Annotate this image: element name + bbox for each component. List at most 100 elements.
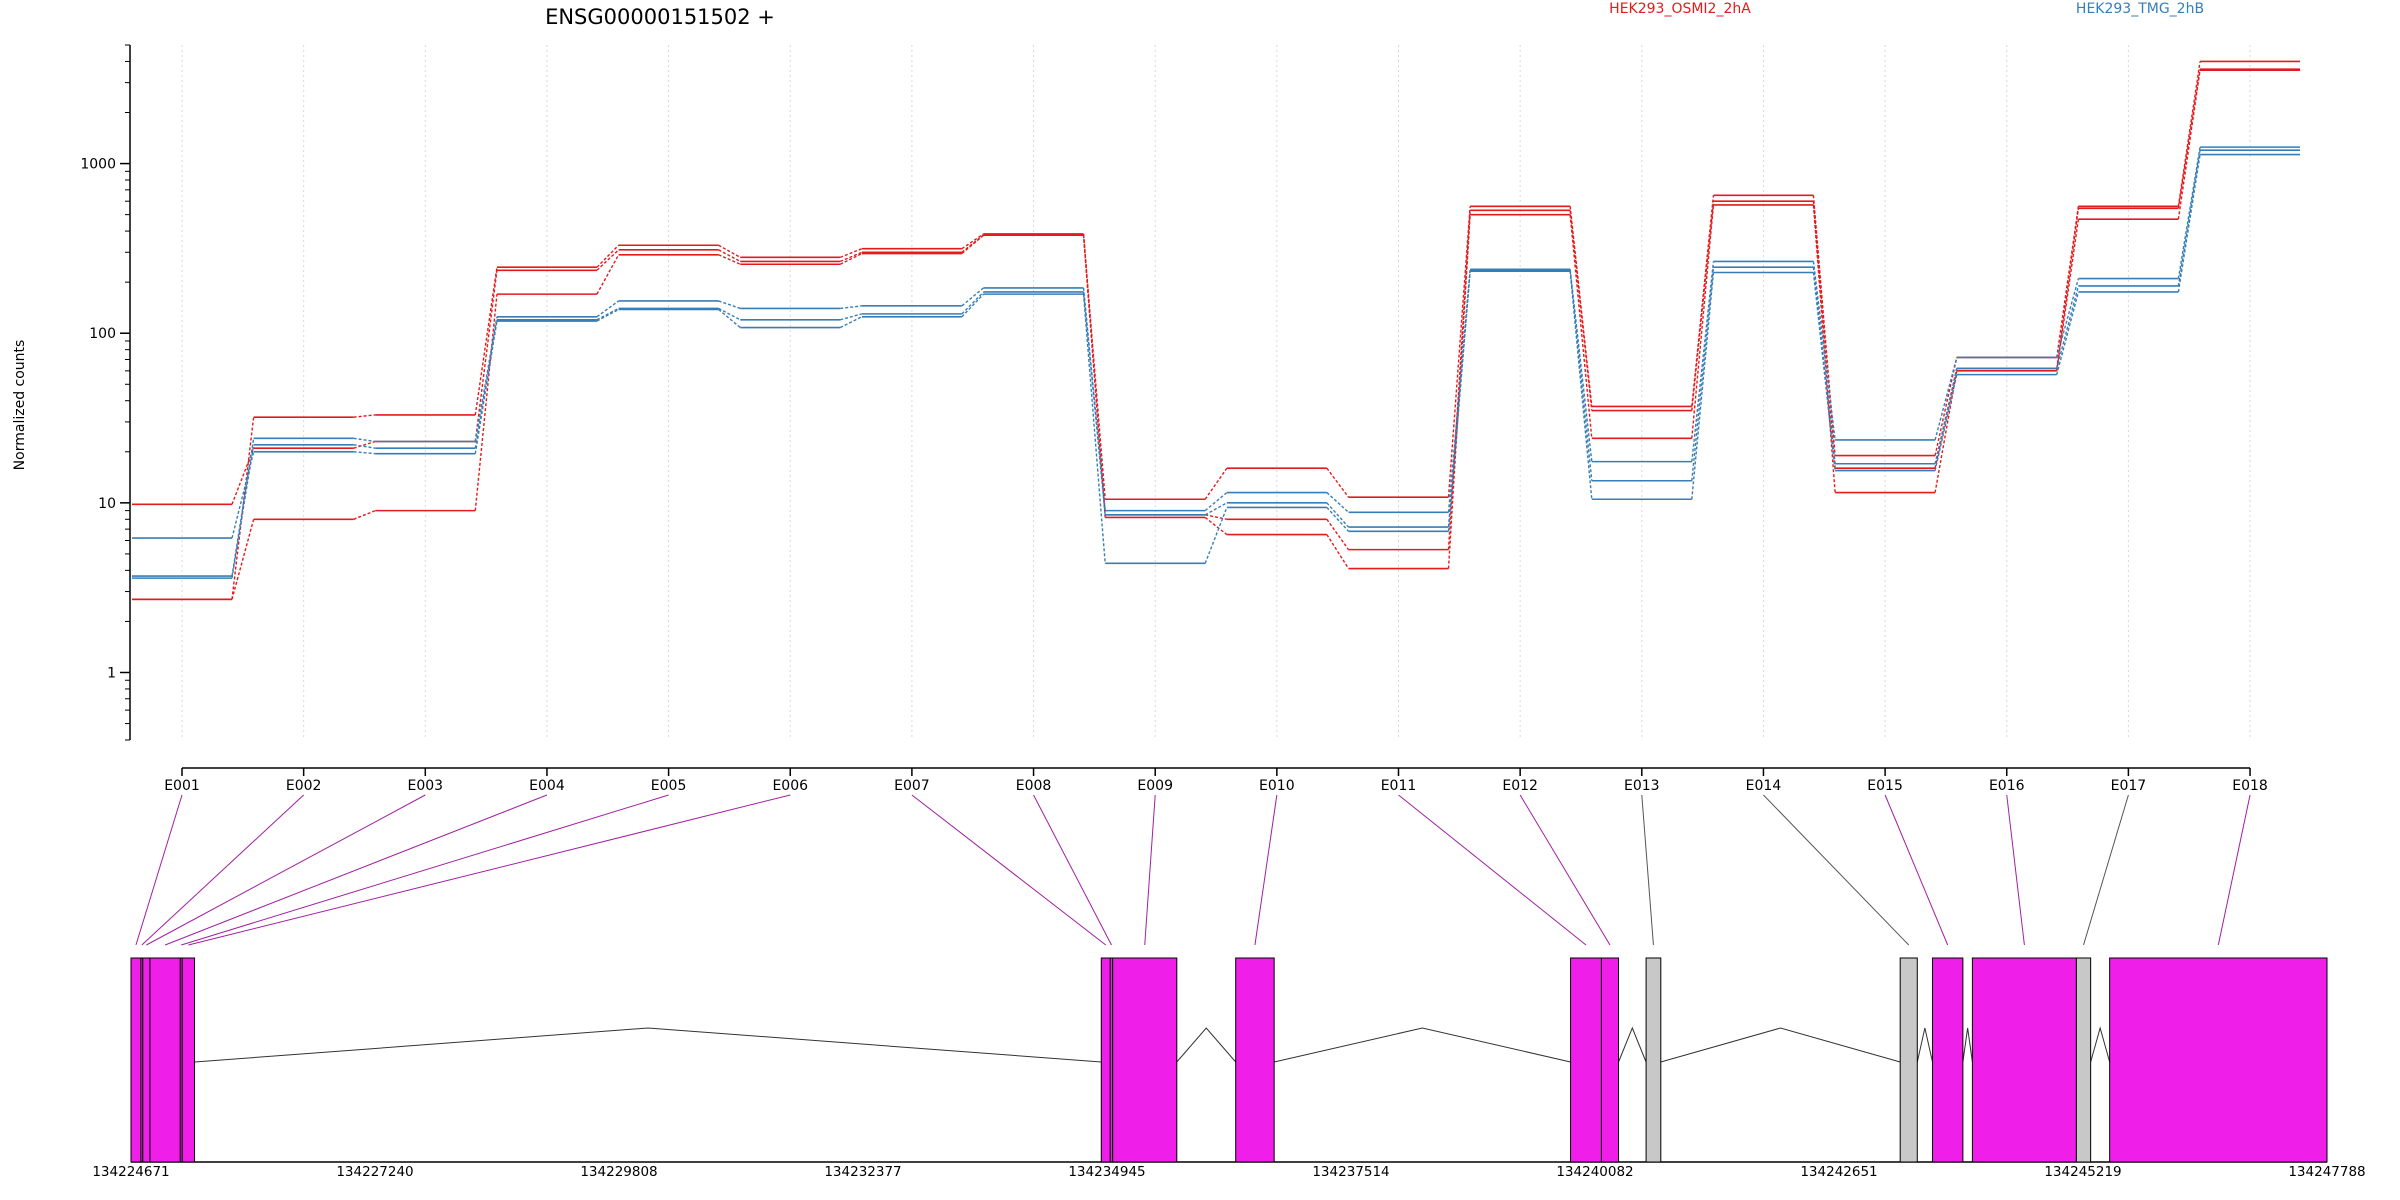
x-tick-label: E004 [529, 778, 565, 794]
exon-connector [911, 794, 1107, 946]
connector-segment [961, 291, 985, 315]
connector-segment [231, 451, 255, 539]
exon-box [181, 957, 196, 1163]
series-1 [132, 68, 2301, 551]
connector-segment [1326, 534, 1350, 569]
connector-segment [718, 307, 741, 321]
connector-segment [839, 252, 863, 265]
connector-segment [596, 307, 619, 321]
x-tick-label: E014 [1746, 778, 1782, 794]
connector-segment [1204, 507, 1228, 564]
connector-segment [353, 451, 376, 455]
x-tick-label: E008 [1016, 778, 1052, 794]
x-tick-label: E009 [1137, 778, 1173, 794]
exon-connector [2006, 794, 2025, 946]
exon-box [142, 957, 151, 1163]
grid-layer [181, 45, 2251, 740]
connector-segment [1204, 467, 1228, 500]
connector-segment [2056, 278, 2080, 358]
exon-box [1899, 957, 1918, 1163]
series-0 [132, 60, 2301, 601]
exon-box [149, 957, 181, 1163]
exon-connector [1144, 794, 1156, 946]
connector-segment [1326, 492, 1349, 513]
connector-segment [1569, 270, 1593, 481]
connector-segment [1447, 271, 1471, 532]
exon-box [1112, 957, 1178, 1163]
y-tick-label: 10 [98, 496, 116, 512]
intron-line [2090, 1026, 2111, 1063]
connector-segment [961, 293, 985, 318]
exon-connector [164, 794, 548, 946]
connector-segment [1934, 368, 1958, 464]
connector-segment [1812, 272, 1836, 471]
connector-segment [1082, 235, 1106, 518]
connector-segment [1326, 502, 1350, 528]
exon-connector [1763, 794, 1910, 946]
exon-box [130, 957, 142, 1163]
x-tick-label: E016 [1989, 778, 2025, 794]
connector-segment [2177, 61, 2201, 207]
exon-box [1235, 957, 1275, 1163]
coordinate-tick-label: 134234945 [1068, 1164, 1145, 1180]
exon-connector [2217, 794, 2251, 946]
connector-segment [1204, 516, 1228, 536]
connector-segment [1205, 514, 1227, 520]
connector-segment [596, 308, 619, 322]
exon-box [1600, 957, 1620, 1163]
connector-segment [474, 316, 498, 442]
connector-segment [1934, 374, 1958, 471]
series-4 [132, 149, 2301, 579]
exon-connector [2083, 794, 2129, 946]
connector-segment [353, 440, 376, 449]
connector-segment [1326, 518, 1350, 551]
connector-segment [474, 267, 498, 415]
intron-line [1618, 1026, 1647, 1063]
connector-segment [353, 437, 376, 443]
x-tick-label: E002 [286, 778, 322, 794]
series-2 [132, 69, 2301, 601]
y-tick-label: 1000 [80, 157, 116, 173]
x-tick-label: E012 [1502, 778, 1538, 794]
x-tick-label: E018 [2232, 778, 2268, 794]
y-tick-label: 100 [89, 326, 116, 342]
connector-segment [1691, 261, 1715, 462]
connector-segment [2056, 285, 2080, 369]
exon-connector [1033, 794, 1112, 946]
x-tick-label: E007 [894, 778, 930, 794]
connector-segment [353, 444, 376, 449]
exon-connector [1884, 794, 1949, 946]
exon-box [1971, 957, 2077, 1163]
coordinate-tick-label: 134245219 [2044, 1164, 2121, 1180]
connector-segment [2056, 291, 2080, 375]
exon-box [1570, 957, 1602, 1163]
connector-segment [2177, 154, 2201, 293]
connector-segment [2177, 69, 2201, 209]
connector-segment [1691, 201, 1715, 411]
connector-segment [839, 251, 863, 263]
x-tick-label: E010 [1259, 778, 1295, 794]
exon-connector [135, 794, 183, 946]
connector-segment [474, 320, 498, 454]
connector-segment [596, 254, 620, 295]
exon-connector [188, 794, 791, 946]
exon-connector [1254, 794, 1278, 946]
x-tick-label: E003 [408, 778, 444, 794]
connector-segment [1934, 370, 1958, 493]
connector-segment [1569, 271, 1593, 500]
exon-box [1645, 957, 1662, 1163]
connector-segment [231, 447, 255, 505]
x-tick-label: E015 [1867, 778, 1903, 794]
connector-segment [1812, 267, 1836, 464]
connector-segment [718, 249, 741, 263]
gene-model: 134224671 134227240 134229808 134232377 1342… [92, 794, 2366, 1180]
connector-segment [353, 509, 376, 520]
connector-segment [839, 316, 863, 329]
connector-segment [1691, 267, 1715, 481]
connector-segment [1569, 210, 1593, 411]
exon-box [2075, 957, 2092, 1163]
y-tick-label: 1 [107, 665, 116, 681]
connector-segment [1691, 204, 1715, 439]
coordinate-tick-label: 134247788 [2288, 1164, 2365, 1180]
